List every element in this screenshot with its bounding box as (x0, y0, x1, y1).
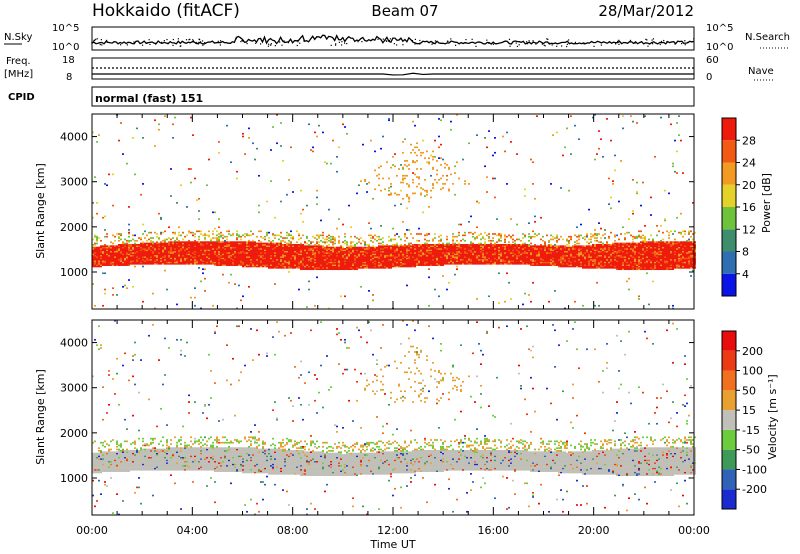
y-tick-label: 3000 (60, 382, 88, 395)
colorbar-tick-label: 12 (742, 223, 756, 236)
colorbar-swatch (722, 273, 736, 296)
velocity-data (92, 320, 696, 516)
y-tick-label: 2000 (60, 221, 88, 234)
nsky-tick-top: 10^5 (52, 23, 79, 34)
nsearch-tick-top: 10^5 (706, 23, 733, 34)
velocity-y-ticks: 1000 2000 3000 4000 (60, 337, 694, 485)
x-tick-label: 12:00 (377, 524, 409, 537)
nave-label: Nave (748, 66, 774, 77)
y-tick-label: 4000 (60, 131, 88, 144)
velocity-colorbar-label: Velocity [m s⁻¹] (766, 374, 779, 459)
colorbar-swatch (722, 251, 736, 274)
y-tick-label: 2000 (60, 427, 88, 440)
x-tick-label: 00:00 (678, 524, 710, 537)
power-panel: 1000 2000 3000 4000 Slant Range [km] 4 8 12 16… (34, 113, 773, 310)
y-tick-label: 1000 (60, 266, 88, 279)
y-tick-label: 1000 (60, 472, 88, 485)
colorbar-swatch (722, 331, 736, 351)
colorbar-swatch (722, 140, 736, 163)
velocity-colorbar: -200 -100 -50 -15 15 50 100 200 (721, 330, 767, 510)
power-data (92, 114, 696, 310)
velocity-ylabel: Slant Range [km] (34, 369, 47, 465)
colorbar-tick-label: 50 (742, 384, 756, 397)
colorbar-swatch (722, 350, 736, 371)
x-tick-label: 04:00 (176, 524, 208, 537)
power-colorbar: 4 8 12 16 20 24 28 (721, 117, 756, 297)
freq-panel: Freq. [MHz] 18 8 60 0 Nave (4, 55, 774, 83)
colorbar-tick-label: 15 (742, 404, 756, 417)
cpid-mode: normal (fast) 151 (95, 92, 203, 105)
x-tick-labels: 00:00 04:00 08:00 12:00 16:00 20:00 00:00 (76, 524, 710, 537)
x-tick-label: 00:00 (76, 524, 108, 537)
cpid-label: CPID (8, 92, 35, 103)
nave-tick-bottom: 0 (706, 72, 712, 83)
x-tick-label: 16:00 (477, 524, 509, 537)
colorbar-tick-label: 100 (742, 365, 763, 378)
freq-tick-top: 18 (62, 55, 75, 66)
colorbar-tick-label: 8 (742, 246, 749, 259)
nsky-trace (91, 34, 695, 48)
freq-trace (92, 72, 694, 76)
x-axis-label: Time UT (369, 538, 415, 551)
colorbar-swatch (722, 162, 736, 185)
colorbar-tick-label: 200 (742, 345, 763, 358)
velocity-x-ticks (91, 320, 695, 515)
colorbar-tick-label: -200 (742, 483, 767, 496)
x-tick-label: 08:00 (277, 524, 309, 537)
freq-unit: [MHz] (4, 69, 33, 80)
nsky-tick-bottom: 10^0 (52, 42, 79, 53)
nsky-label: N.Sky (4, 32, 32, 43)
nsearch-label: N.Search (745, 32, 790, 43)
colorbar-tick-label: 24 (742, 157, 756, 170)
freq-label: Freq. (6, 56, 31, 67)
nsearch-tick-bottom: 10^0 (706, 42, 733, 53)
y-tick-label: 3000 (60, 176, 88, 189)
colorbar-swatch (722, 429, 736, 450)
colorbar-swatch (722, 184, 736, 207)
colorbar-swatch (722, 207, 736, 230)
power-y-ticks: 1000 2000 3000 4000 (60, 131, 694, 279)
beam-title: Beam 07 (371, 2, 438, 20)
nave-tick-top: 60 (706, 55, 719, 66)
colorbar-tick-label: 20 (742, 179, 756, 192)
velocity-panel: 1000 2000 3000 4000 Slant Range [km] -200 -1… (34, 319, 779, 516)
freq-tick-bottom: 8 (66, 72, 72, 83)
power-ylabel: Slant Range [km] (34, 163, 47, 259)
colorbar-tick-label: -100 (742, 463, 767, 476)
colorbar-swatch (722, 449, 736, 470)
colorbar-swatch (722, 118, 736, 141)
colorbar-tick-label: -50 (742, 444, 760, 457)
y-tick-label: 4000 (60, 337, 88, 350)
colorbar-swatch (722, 370, 736, 391)
station-title: Hokkaido (fitACF) (92, 1, 240, 21)
nsky-panel: N.Sky 10^5 10^0 10^5 10^0 N.Search (4, 23, 790, 53)
power-colorbar-label: Power [dB] (760, 173, 773, 233)
date-title: 28/Mar/2012 (598, 2, 694, 20)
power-x-ticks (91, 114, 695, 309)
colorbar-swatch (722, 410, 736, 430)
colorbar-tick-label: 4 (742, 268, 749, 281)
colorbar-swatch (722, 469, 736, 490)
colorbar-tick-label: -15 (742, 424, 760, 437)
x-tick-label: 20:00 (578, 524, 610, 537)
colorbar-swatch (722, 390, 736, 411)
colorbar-swatch (722, 229, 736, 252)
colorbar-tick-label: 16 (742, 201, 756, 214)
colorbar-tick-label: 28 (742, 134, 756, 147)
colorbar-swatch (722, 489, 736, 509)
cpid-panel: CPID normal (fast) 151 (8, 86, 695, 107)
